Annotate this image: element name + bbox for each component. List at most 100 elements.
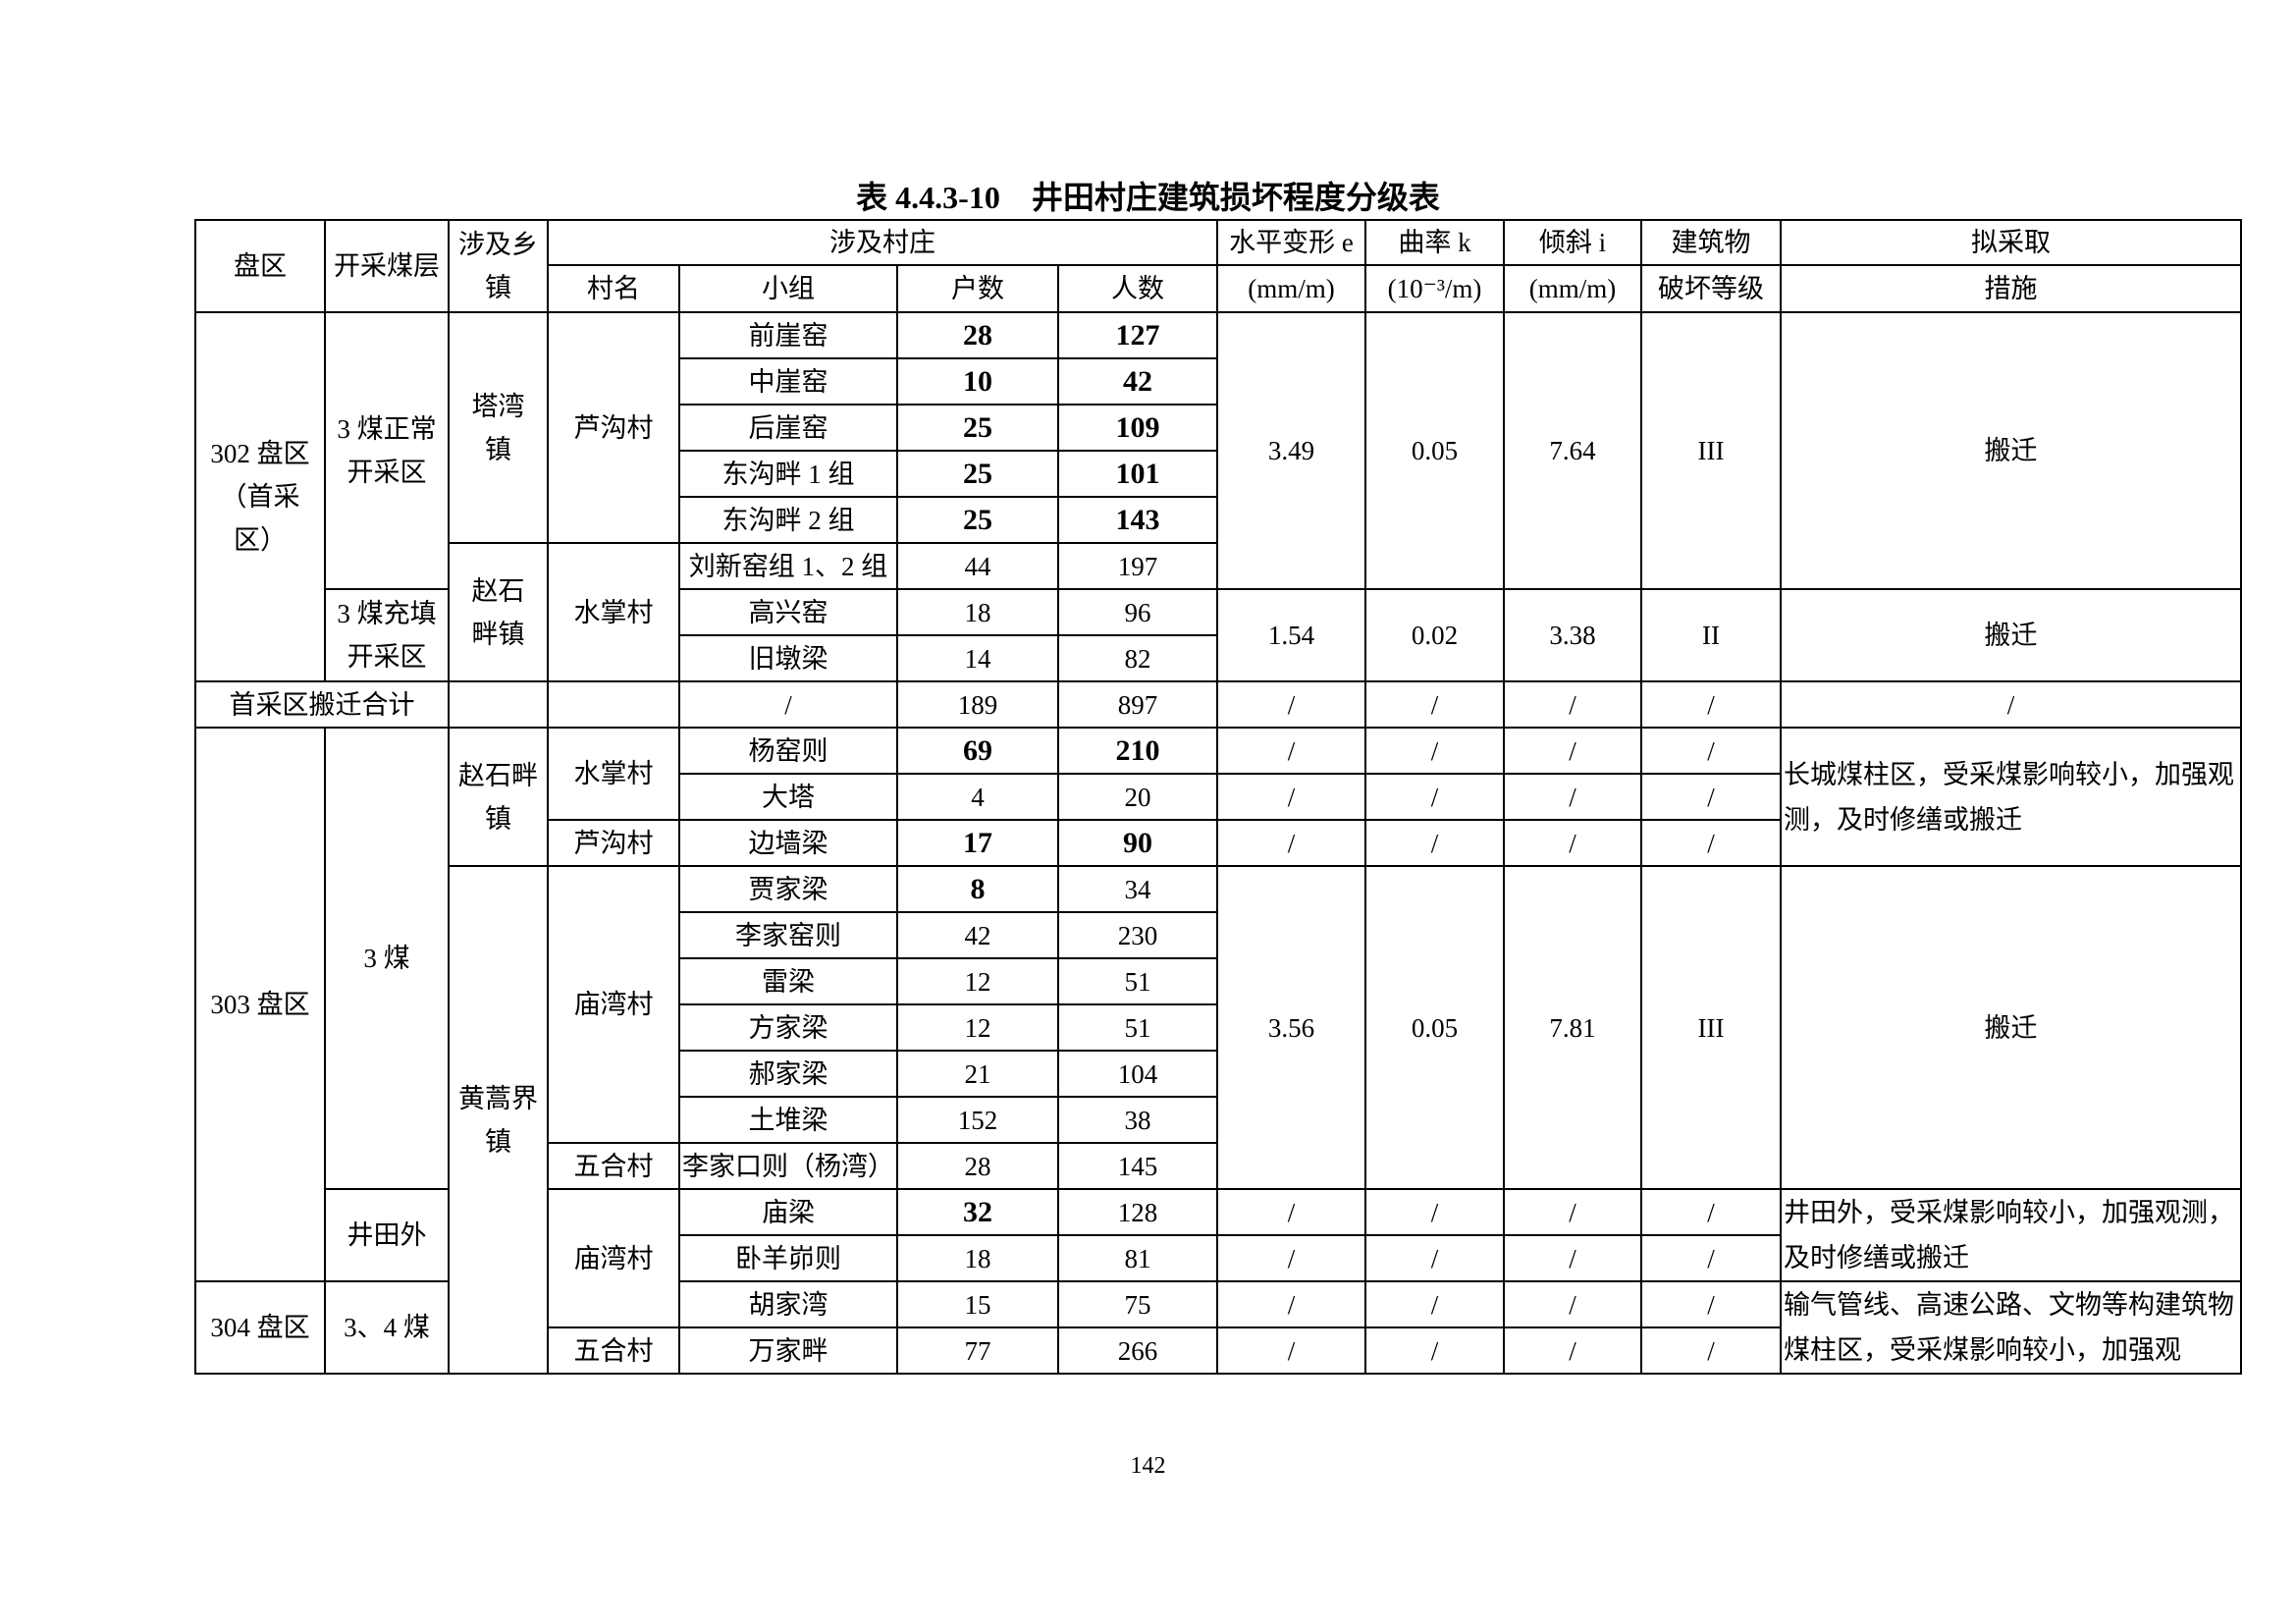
table-cell: 边墙梁	[678, 819, 898, 867]
table-cell	[448, 680, 549, 729]
table-cell: 38	[1057, 1096, 1218, 1144]
table-cell: 7.64	[1503, 311, 1642, 590]
header-cell: 涉及乡 镇	[448, 219, 549, 313]
header-cell: 开采煤层	[324, 219, 450, 313]
table-cell: 18	[896, 588, 1059, 636]
table-cell: 0.05	[1364, 865, 1505, 1190]
table-cell: 51	[1057, 1003, 1218, 1052]
table-row: 旧墩梁 14 82	[195, 634, 2241, 682]
table-cell: 3 煤正常 开采区	[324, 311, 450, 590]
table-cell: 庙梁	[678, 1188, 898, 1236]
table-cell: 3、4 煤	[324, 1280, 450, 1375]
table-cell: 266	[1057, 1326, 1218, 1375]
table-cell: 土堆梁	[678, 1096, 898, 1144]
table-row: 土堆梁 152 38	[195, 1096, 2241, 1144]
table-cell: 长城煤柱区，受采煤影响较小，加强观测，及时修缮或搬迁	[1780, 727, 2242, 867]
table-cell: /	[1216, 819, 1366, 867]
table-cell: /	[1640, 1280, 1782, 1328]
table-cell: /	[1640, 1188, 1782, 1236]
table-cell: 庙湾村	[547, 1188, 680, 1328]
table-cell: /	[1216, 727, 1366, 775]
table-cell: 302 盘区 （首采 区）	[194, 311, 326, 682]
table-cell: 0.05	[1364, 311, 1505, 590]
table-cell: 69	[896, 727, 1059, 775]
table-cell: 前崖窑	[678, 311, 898, 359]
table-cell: 赵石畔 镇	[448, 727, 549, 867]
table-cell: 4	[896, 773, 1059, 821]
table-cell: 雷梁	[678, 957, 898, 1005]
table-row: 芦沟村 边墙梁 17 90// / /	[195, 819, 2241, 867]
table-cell: 后崖窑	[678, 404, 898, 452]
table-cell: /	[1364, 819, 1505, 867]
table-cell: 1.54	[1216, 588, 1366, 682]
table-cell: 18	[896, 1234, 1059, 1282]
header-cell: 涉及村庄	[547, 219, 1218, 266]
table-cell: 7.81	[1503, 865, 1642, 1190]
table-cell: /	[1640, 727, 1782, 775]
building-damage-table: 盘区 开采煤层 涉及乡 镇涉及村庄 水平变形 e 曲率 k 倾斜 i 建筑物 拟采取 村名 小组户…	[194, 219, 2242, 1375]
table-cell: 贾家梁	[678, 865, 898, 913]
table-cell: 230	[1057, 911, 1218, 959]
table-cell: /	[1216, 1234, 1366, 1282]
table-cell: 75	[1057, 1280, 1218, 1328]
table-cell: 28	[896, 311, 1059, 359]
table-title: 表 4.4.3-10 井田村庄建筑损坏程度分级表	[856, 180, 1440, 215]
table-cell: 3.49	[1216, 311, 1366, 590]
table-cell: 197	[1057, 542, 1218, 590]
table-cell: 李家窑则	[678, 911, 898, 959]
table-cell: /	[1364, 680, 1505, 729]
table-cell: 中崖窑	[678, 357, 898, 406]
table-cell: /	[1640, 773, 1782, 821]
table-cell: /	[1503, 727, 1642, 775]
table-cell: 152	[896, 1096, 1059, 1144]
table-row: 302 盘区 （首采 区） 3 煤正常 开采区 塔湾 镇芦沟村 前崖窑 28 127 3.4…	[194, 311, 2242, 682]
table-cell: 黄蒿界 镇	[448, 865, 549, 1375]
table-cell: /	[1503, 680, 1642, 729]
table-cell: 25	[896, 404, 1059, 452]
table-row: 井田外 庙湾村 庙梁 32 128// / / 井田外，受采煤影响较小，加强观测，及时修缮或搬…	[195, 1188, 2242, 1328]
table-cell: 145	[1057, 1142, 1218, 1190]
table-cell: 塔湾 镇	[448, 311, 549, 544]
table-cell	[547, 680, 680, 729]
table-cell: 输气管线、高速公路、文物等构建筑物煤柱区，受采煤影响较小，加强观	[1780, 1280, 2242, 1375]
header-cell: 倾斜 i	[1503, 219, 1642, 266]
header-cell: 水平变形 e	[1216, 219, 1366, 266]
table-cell: 109	[1057, 404, 1218, 452]
table-cell: 卧羊峁则	[678, 1234, 898, 1282]
table-cell: 五合村	[547, 1326, 680, 1375]
table-cell: 28	[896, 1142, 1059, 1190]
table-cell: 大塔	[678, 773, 898, 821]
table-row: 东沟畔 2 组 25 143	[195, 496, 2241, 544]
table-cell: 东沟畔 1 组	[678, 450, 898, 498]
table-row: 卧羊峁则 18 81// / /	[195, 1234, 2241, 1282]
table-cell: 搬迁	[1780, 588, 2242, 682]
table-cell: /	[1216, 1188, 1366, 1236]
header-cell: (10⁻³/m)	[1364, 264, 1505, 313]
header-cell: 拟采取	[1780, 219, 2242, 266]
table-row: 中崖窑 10 42	[195, 357, 2241, 406]
table-cell: 井田外，受采煤影响较小，加强观测，及时修缮或搬迁	[1780, 1188, 2242, 1282]
table-row: 304 盘区 3、4 煤胡家湾 15 75// / / 输气管线、高速公路、文物等构建筑物煤…	[194, 1280, 2242, 1375]
table-cell: /	[1364, 1326, 1505, 1375]
table-cell: /	[678, 680, 898, 729]
table-row: 后崖窑 25 109	[195, 404, 2241, 452]
table-cell: /	[1216, 680, 1366, 729]
table-cell: 90	[1057, 819, 1218, 867]
table-row: 东沟畔 1 组 25 101	[195, 450, 2241, 498]
table-cell: 143	[1057, 496, 1218, 544]
table-cell: 81	[1057, 1234, 1218, 1282]
table-cell: 胡家湾	[678, 1280, 898, 1328]
table-cell: 17	[896, 819, 1059, 867]
page-number: 142	[1130, 1453, 1166, 1479]
table-cell: 104	[1057, 1050, 1218, 1098]
table-cell: 303 盘区	[194, 727, 326, 1282]
table-row: 雷梁 12 51	[195, 957, 2241, 1005]
table-cell: 3 煤充填 开采区	[324, 588, 450, 682]
header-cell: 曲率 k	[1364, 219, 1505, 266]
table-cell: /	[1503, 1188, 1642, 1236]
table-cell: /	[1364, 727, 1505, 775]
header-cell: 人数	[1057, 264, 1218, 313]
table-cell: 77	[896, 1326, 1059, 1375]
table-cell: 水掌村	[547, 727, 680, 821]
table-cell: III	[1640, 865, 1782, 1190]
